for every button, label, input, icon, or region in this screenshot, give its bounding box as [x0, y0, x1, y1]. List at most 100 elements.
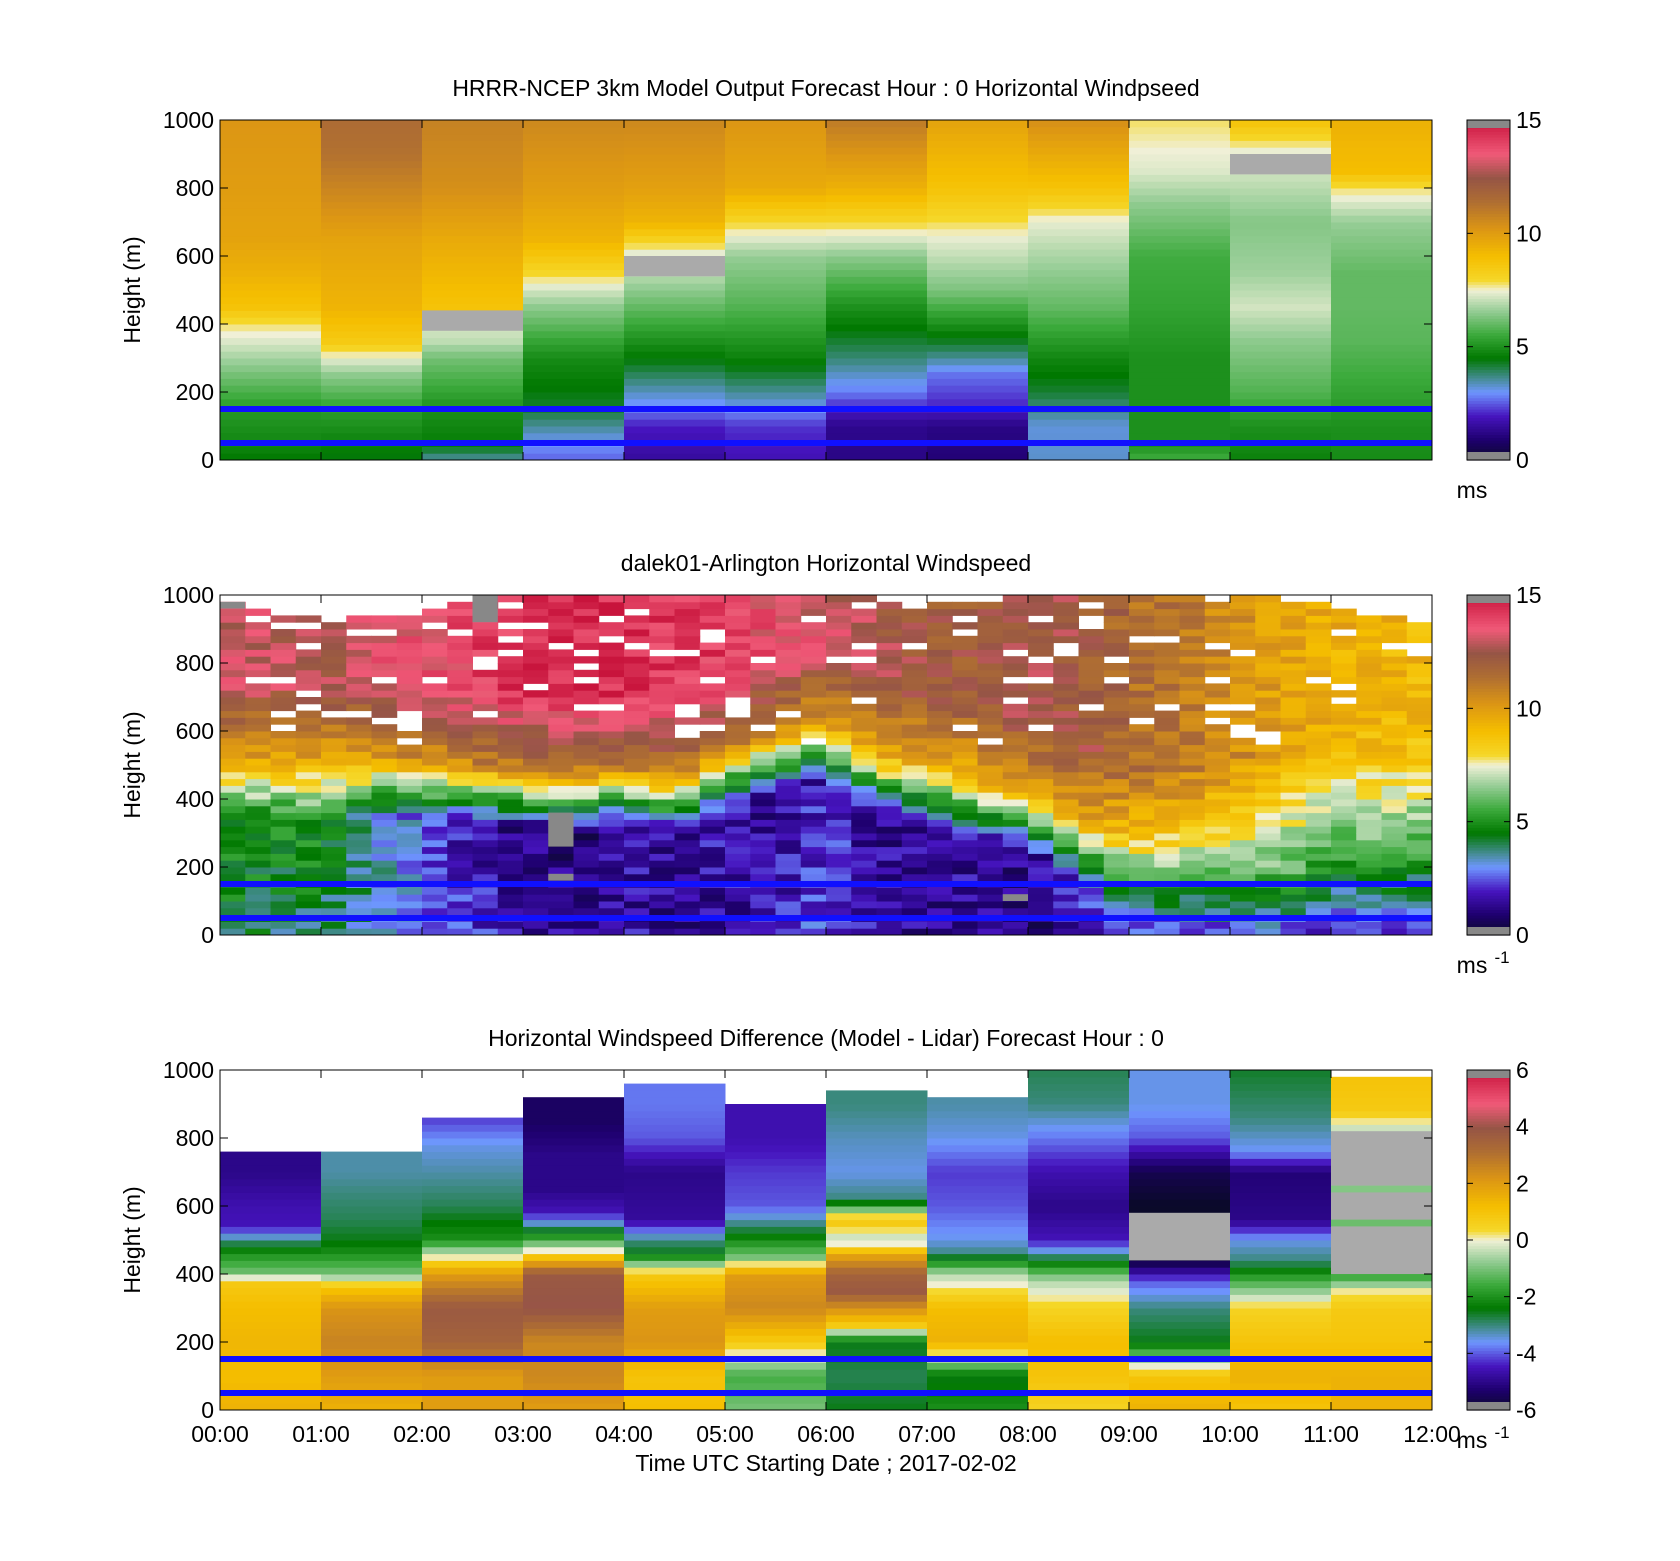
heatmap-cell	[725, 765, 751, 773]
heatmap-cell	[725, 1144, 827, 1153]
heatmap-cell	[624, 683, 650, 691]
heatmap-cell	[220, 615, 246, 623]
heatmap-cell	[1230, 1226, 1332, 1234]
colorbar-segment	[1467, 651, 1510, 656]
colorbar-segment	[1467, 872, 1510, 877]
heatmap-cell	[220, 358, 322, 366]
heatmap-cell	[1204, 608, 1231, 616]
heatmap-cell	[1179, 697, 1206, 705]
heatmap-cell	[826, 1131, 928, 1139]
heatmap-cell	[523, 901, 549, 909]
heatmap-cell	[1129, 629, 1155, 637]
heatmap-cell	[1179, 799, 1206, 807]
heatmap-cell	[977, 778, 1004, 786]
heatmap-cell-out-of-range	[1331, 1192, 1432, 1220]
heatmap-cell	[295, 697, 322, 705]
heatmap-cell	[573, 819, 600, 827]
heatmap-cell	[725, 269, 827, 277]
heatmap-cell	[447, 887, 473, 895]
heatmap-cell	[927, 208, 1029, 216]
heatmap-cell	[725, 1382, 827, 1391]
heatmap-cell	[699, 839, 726, 848]
heatmap-cell	[826, 167, 928, 175]
heatmap-cell	[573, 928, 600, 936]
heatmap-cell	[725, 615, 751, 623]
heatmap-cell	[447, 778, 473, 786]
heatmap-cell-out-of-range	[548, 812, 574, 847]
heatmap-cell	[800, 921, 827, 929]
heatmap-cell	[1331, 310, 1433, 318]
heatmap-cell	[1154, 812, 1180, 820]
colorbar-segment	[1467, 185, 1510, 189]
heatmap-cell	[1230, 601, 1256, 610]
heatmap-cell	[826, 154, 928, 162]
heatmap-cell	[826, 290, 928, 298]
heatmap-cell	[220, 887, 246, 895]
heatmap-cell	[598, 771, 625, 780]
heatmap-cell	[977, 867, 1004, 875]
heatmap-cell	[1280, 860, 1307, 868]
heatmap-cell	[927, 717, 953, 725]
heatmap-cell	[624, 751, 650, 759]
colorbar-segment	[1467, 1350, 1510, 1354]
heatmap-cell	[321, 690, 347, 698]
heatmap-cell	[371, 860, 398, 868]
heatmap-cell	[422, 697, 448, 705]
heatmap-cell	[321, 1233, 423, 1241]
colorbar-segment	[1467, 1322, 1510, 1326]
heatmap-cell	[1078, 819, 1105, 827]
heatmap-cell	[826, 1294, 928, 1302]
heatmap-cell	[1129, 262, 1231, 271]
heatmap-cell	[598, 839, 625, 848]
heatmap-cell	[1028, 133, 1130, 141]
heatmap-cell	[674, 792, 701, 800]
heatmap-cell	[750, 907, 776, 916]
heatmap-cell	[548, 799, 574, 807]
heatmap-cell	[750, 608, 776, 616]
heatmap-cell	[649, 608, 675, 616]
heatmap-cell	[1331, 805, 1357, 814]
heatmap-cell	[220, 453, 322, 461]
heatmap-cell	[826, 1178, 928, 1187]
heatmap-cell	[1028, 194, 1130, 203]
heatmap-cell	[725, 907, 751, 916]
heatmap-cell	[952, 901, 978, 909]
heatmap-cell	[422, 276, 524, 284]
heatmap-cell	[750, 676, 776, 684]
heatmap-cell	[952, 656, 978, 664]
heatmap-cell	[725, 385, 827, 393]
heatmap-cell	[1230, 887, 1256, 895]
heatmap-cell	[927, 1219, 1029, 1227]
heatmap-cell	[927, 269, 1029, 277]
heatmap-cell	[447, 724, 473, 732]
heatmap-cell	[1331, 690, 1357, 698]
heatmap-cell	[649, 894, 675, 902]
heatmap-cell	[1129, 120, 1231, 128]
heatmap-cell	[1356, 663, 1382, 671]
heatmap-cell	[1230, 785, 1256, 793]
heatmap-cell	[1028, 419, 1130, 427]
heatmap-cell	[624, 358, 726, 366]
heatmap-cell	[1053, 887, 1079, 895]
heatmap-cell	[220, 1178, 322, 1187]
heatmap-cell	[725, 364, 827, 373]
heatmap-cell	[321, 1199, 423, 1207]
heatmap-cell	[422, 1131, 524, 1139]
colorbar-segment	[1467, 1276, 1510, 1281]
heatmap-cell	[927, 663, 953, 671]
heatmap-cell	[573, 758, 600, 766]
heatmap-cell	[1230, 392, 1332, 400]
heatmap-cell	[826, 1226, 928, 1234]
heatmap-cell	[220, 1335, 322, 1343]
heatmap-cell	[472, 860, 499, 868]
heatmap-cell	[624, 1144, 726, 1153]
heatmap-cell	[927, 1253, 1029, 1261]
heatmap-cell	[1028, 303, 1130, 311]
heatmap-cell	[1078, 907, 1105, 916]
heatmap-cell	[1255, 819, 1281, 827]
heatmap-cell	[1129, 669, 1155, 678]
heatmap-cell	[1381, 703, 1408, 712]
heatmap-cell	[548, 901, 574, 909]
heatmap-cell	[1002, 595, 1029, 603]
